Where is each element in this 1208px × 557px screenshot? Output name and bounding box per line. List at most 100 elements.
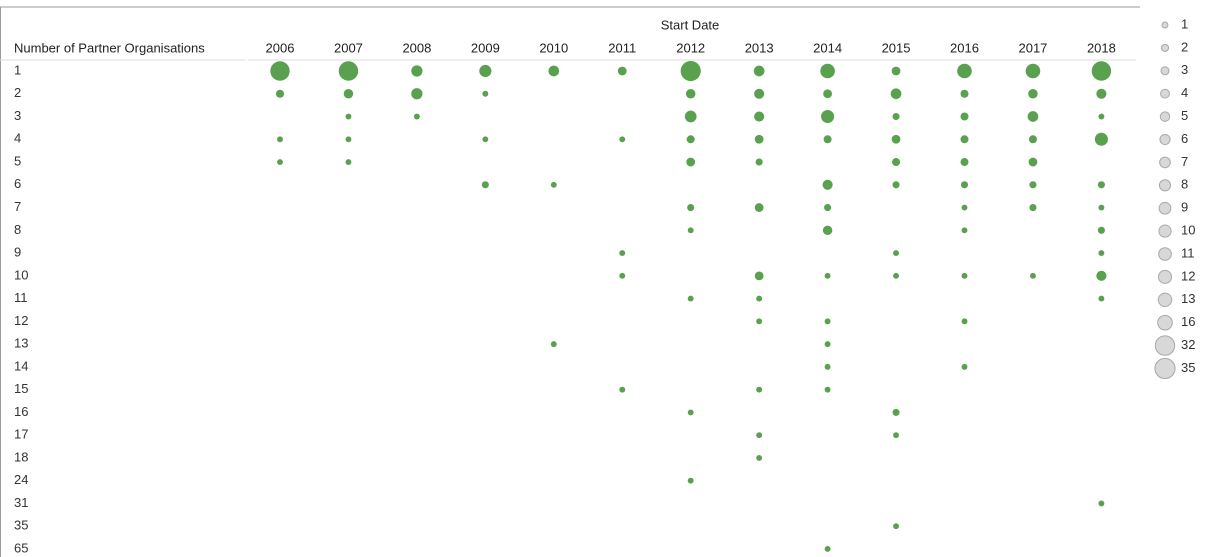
bubble bbox=[820, 63, 835, 79]
row-label: 11 bbox=[14, 290, 28, 305]
legend-label: 7 bbox=[1181, 154, 1188, 169]
bubble bbox=[754, 88, 765, 99]
bubble bbox=[960, 181, 969, 189]
bubble bbox=[823, 135, 832, 144]
bubble bbox=[756, 295, 763, 302]
row-label: 5 bbox=[14, 153, 21, 168]
row-label: 7 bbox=[14, 199, 21, 214]
legend-bubble bbox=[1157, 314, 1173, 331]
bubble bbox=[960, 112, 969, 121]
column-label: 2016 bbox=[950, 40, 979, 55]
chart-title: Start Date bbox=[661, 17, 720, 32]
bubble bbox=[756, 454, 763, 461]
legend-label: 9 bbox=[1181, 200, 1188, 215]
bubble bbox=[1097, 181, 1105, 189]
bubble bbox=[754, 111, 765, 122]
bubble bbox=[686, 157, 696, 167]
bubble bbox=[822, 225, 833, 236]
bubble bbox=[754, 134, 764, 144]
bubble bbox=[482, 90, 489, 97]
bubble bbox=[1091, 61, 1112, 81]
bubble bbox=[892, 112, 900, 121]
legend-label: 5 bbox=[1181, 108, 1188, 123]
bubble bbox=[1098, 204, 1105, 211]
bubble bbox=[687, 227, 694, 234]
bubble bbox=[823, 89, 832, 99]
column-label: 2017 bbox=[1018, 40, 1047, 55]
bubble bbox=[680, 60, 701, 82]
legend-label: 16 bbox=[1181, 314, 1195, 329]
bubble bbox=[961, 227, 968, 234]
bubble bbox=[1098, 250, 1105, 257]
legend-bubble bbox=[1159, 156, 1171, 169]
bubble bbox=[1029, 181, 1037, 189]
bubble bbox=[824, 272, 831, 279]
legend-label: 3 bbox=[1181, 62, 1188, 77]
bubble bbox=[1028, 157, 1038, 167]
bubble bbox=[1027, 111, 1039, 122]
legend-label: 4 bbox=[1181, 85, 1188, 100]
row-label: 1 bbox=[14, 62, 21, 77]
bubble bbox=[1098, 500, 1105, 507]
bubble bbox=[961, 318, 968, 325]
bubble bbox=[961, 204, 968, 211]
bubble bbox=[756, 386, 763, 393]
bubble bbox=[824, 204, 832, 212]
bubble bbox=[338, 61, 359, 81]
bubble bbox=[684, 110, 697, 123]
legend-bubble bbox=[1154, 335, 1176, 356]
bubble bbox=[961, 272, 968, 279]
row-label: 12 bbox=[14, 313, 28, 328]
column-label: 2007 bbox=[334, 40, 363, 55]
bubble bbox=[961, 363, 968, 370]
bubble bbox=[960, 89, 969, 98]
bubble bbox=[1029, 204, 1037, 212]
bubble bbox=[619, 136, 626, 143]
bubble bbox=[687, 204, 695, 212]
bubble bbox=[756, 432, 763, 439]
bubble bbox=[550, 341, 557, 348]
bubble bbox=[619, 272, 626, 279]
column-label: 2008 bbox=[402, 40, 431, 55]
row-label: 4 bbox=[14, 131, 21, 146]
legend-label: 8 bbox=[1181, 177, 1188, 192]
bubble bbox=[277, 159, 283, 165]
bubble bbox=[413, 113, 420, 120]
bubble bbox=[481, 181, 489, 189]
row-label: 18 bbox=[14, 449, 28, 464]
row-label: 3 bbox=[14, 108, 21, 123]
bubble bbox=[893, 523, 899, 530]
bubble bbox=[1028, 89, 1038, 99]
bubble bbox=[550, 181, 557, 188]
row-label: 16 bbox=[14, 404, 28, 419]
row-label: 35 bbox=[14, 518, 28, 533]
bubble bbox=[893, 272, 899, 279]
bubble bbox=[891, 66, 901, 76]
bubble bbox=[891, 134, 901, 144]
legend-bubble bbox=[1154, 357, 1176, 380]
bubble bbox=[411, 88, 423, 100]
bubble bbox=[824, 318, 831, 325]
row-label: 8 bbox=[14, 222, 21, 237]
column-label: 2010 bbox=[539, 40, 568, 55]
bubble bbox=[1094, 132, 1108, 146]
legend-label: 32 bbox=[1181, 337, 1195, 352]
legend-bubble bbox=[1158, 179, 1172, 192]
legend-label: 10 bbox=[1181, 223, 1195, 238]
bubble bbox=[893, 250, 899, 257]
bubble bbox=[1096, 88, 1107, 99]
bubble bbox=[821, 109, 835, 124]
bubble bbox=[892, 158, 901, 167]
bubble bbox=[277, 136, 283, 143]
bubble bbox=[619, 386, 626, 393]
column-label: 2013 bbox=[745, 40, 774, 55]
bubble bbox=[824, 363, 831, 370]
legend-bubble bbox=[1160, 88, 1170, 99]
bubble bbox=[686, 135, 695, 144]
legend-bubble bbox=[1158, 224, 1172, 238]
row-label: 10 bbox=[14, 267, 28, 282]
bubble bbox=[548, 65, 560, 77]
bubble bbox=[1098, 295, 1105, 302]
column-label: 2018 bbox=[1087, 40, 1116, 55]
bubble bbox=[617, 66, 627, 76]
